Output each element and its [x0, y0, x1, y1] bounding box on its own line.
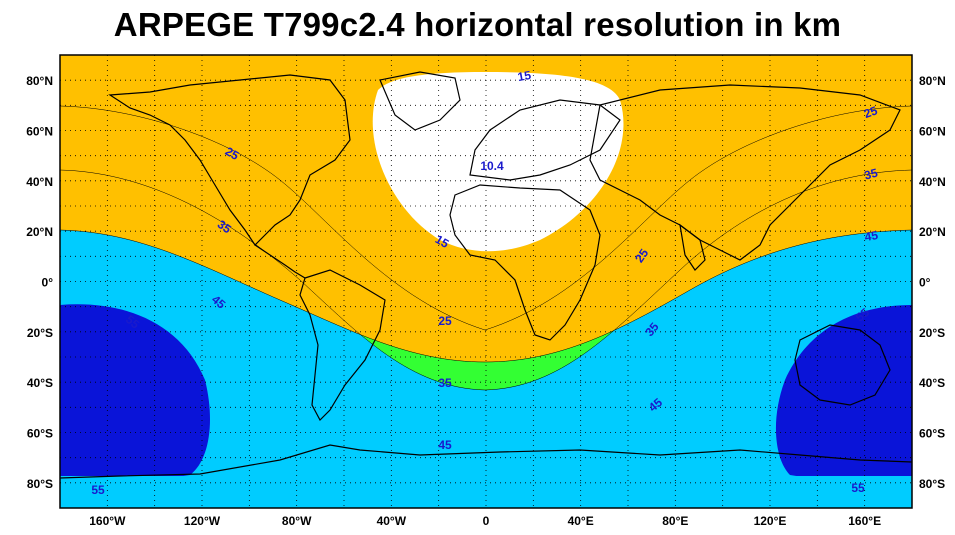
- contour-label: 15: [433, 232, 452, 251]
- coast-australia: [794, 324, 891, 406]
- band-gt55-west: [60, 304, 210, 481]
- lat-tick-left: 60°S: [27, 427, 53, 441]
- map-frame: [59, 54, 913, 509]
- band-south-polar-strip: [60, 476, 912, 508]
- coast-north-america: [108, 74, 351, 246]
- coast-antarctica: [60, 444, 912, 479]
- coast-greenland: [379, 71, 461, 131]
- lat-tick-left: 0°: [42, 276, 54, 290]
- contour-label: 35: [438, 376, 452, 390]
- contour-label: 45: [864, 228, 880, 244]
- contour-45: [60, 229, 912, 363]
- contour-label: 10.4: [480, 159, 504, 173]
- band-finest-resolution: [372, 72, 624, 252]
- lon-tick: 40°W: [377, 514, 407, 528]
- lat-tick-left: 80°N: [26, 74, 53, 88]
- coastlines: [60, 71, 912, 479]
- lat-tick-right: 60°S: [919, 427, 945, 441]
- latitude-labels-left: 80°N 60°N 40°N 20°N 0° 20°S 40°S 60°S 80°S: [26, 74, 53, 491]
- contour-label: 55: [91, 483, 105, 497]
- contour-label: 25: [862, 103, 880, 121]
- lon-tick: 80°W: [282, 514, 312, 528]
- lat-tick-left: 80°S: [27, 477, 53, 491]
- lon-tick: 160°W: [89, 514, 126, 528]
- lon-tick: 120°E: [754, 514, 787, 528]
- lat-tick-right: 20°S: [919, 326, 945, 340]
- lat-tick-right: 40°N: [919, 175, 946, 189]
- latitude-labels-right: 80°N 60°N 40°N 20°N 0° 20°S 40°S 60°S 80°S: [919, 74, 946, 491]
- lat-tick-right: 20°N: [919, 225, 946, 239]
- lon-tick: 40°E: [568, 514, 594, 528]
- lat-tick-right: 40°S: [919, 376, 945, 390]
- lon-tick: 80°E: [662, 514, 688, 528]
- lat-tick-left: 40°S: [27, 376, 53, 390]
- graticule: [60, 55, 912, 508]
- contour-label: 35: [863, 166, 880, 183]
- band-gt55-east: [775, 305, 912, 481]
- lat-tick-right: 0°: [919, 276, 931, 290]
- coast-africa: [449, 184, 601, 341]
- lat-tick-right: 60°N: [919, 125, 946, 139]
- contour-35: [60, 169, 912, 391]
- contour-label: 25: [438, 314, 452, 328]
- contour-25: [60, 105, 912, 331]
- contour-lines: [60, 105, 912, 391]
- map-title: ARPEGE T799c2.4 horizontal resolution in…: [113, 6, 842, 43]
- lat-tick-left: 60°N: [26, 125, 53, 139]
- contour-label: 45: [438, 438, 452, 452]
- lat-tick-left: 20°N: [26, 225, 53, 239]
- coast-europe: [469, 99, 621, 181]
- contour-label: 55: [851, 481, 865, 495]
- lat-tick-left: 20°S: [27, 326, 53, 340]
- contour-label: 15: [517, 68, 533, 84]
- lat-tick-left: 40°N: [26, 175, 53, 189]
- contour-label: 25: [223, 144, 242, 163]
- lon-tick: 120°W: [184, 514, 221, 528]
- lon-tick: 160°E: [848, 514, 881, 528]
- lat-tick-right: 80°N: [919, 74, 946, 88]
- longitude-labels: 160°W 120°W 80°W 40°W 0 40°E 80°E 120°E 160°E: [89, 514, 881, 528]
- lon-tick: 0: [483, 514, 490, 528]
- coast-india: [679, 223, 706, 271]
- coast-south-america: [299, 269, 386, 421]
- lat-tick-right: 80°S: [919, 477, 945, 491]
